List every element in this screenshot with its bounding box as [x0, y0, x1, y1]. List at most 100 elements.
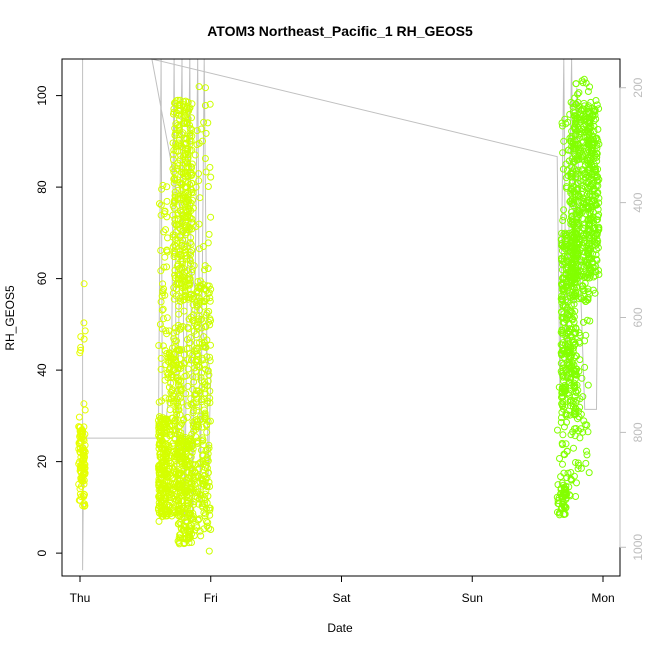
data-point [193, 416, 200, 424]
data-point [171, 220, 179, 228]
data-point [567, 241, 575, 249]
data-point [186, 339, 194, 347]
data-point [560, 206, 568, 214]
data-point [594, 237, 602, 245]
data-point [80, 452, 88, 460]
data-point [199, 452, 207, 460]
data-point [204, 469, 212, 477]
data-point [560, 213, 568, 221]
data-point [186, 104, 194, 112]
data-point [159, 416, 166, 424]
data-point [183, 119, 191, 126]
data-point [156, 434, 164, 441]
data-point [201, 378, 208, 386]
data-point [170, 175, 178, 183]
data-point [594, 177, 602, 185]
data-point [194, 278, 202, 285]
data-point [572, 493, 580, 500]
data-point [196, 297, 204, 305]
data-point [174, 96, 182, 104]
data-point [201, 414, 209, 422]
data-point [591, 272, 599, 280]
data-point [174, 195, 182, 203]
data-point [197, 377, 205, 385]
data-point [204, 492, 212, 500]
data-point [160, 228, 168, 236]
data-point [569, 140, 577, 148]
data-point [160, 263, 168, 271]
data-point [188, 449, 196, 456]
data-point [558, 266, 566, 274]
data-point [176, 156, 184, 164]
data-point [80, 400, 88, 408]
data-point [561, 510, 569, 518]
data-point [185, 315, 193, 323]
x-tick-label: Thu [70, 591, 91, 605]
data-point [204, 290, 212, 298]
data-point [575, 427, 582, 435]
data-point [206, 394, 214, 402]
data-point [197, 491, 204, 499]
data-point [159, 315, 167, 323]
data-point [575, 338, 583, 346]
data-point [170, 105, 178, 113]
data-point [587, 147, 595, 155]
data-point [193, 287, 201, 295]
x-axis: Thu Fri Sat Sun Mon [70, 575, 615, 605]
data-point [559, 122, 566, 130]
data-point [579, 215, 586, 222]
data-point [586, 317, 594, 325]
data-point [574, 386, 582, 394]
data-point [156, 200, 163, 208]
data-point [79, 473, 87, 481]
data-point [590, 224, 598, 232]
data-point [181, 170, 189, 178]
data-point [172, 143, 180, 151]
data-point [182, 482, 189, 490]
data-point [183, 171, 191, 179]
data-point [562, 231, 570, 238]
data-point [170, 179, 178, 187]
data-point [165, 395, 173, 403]
data-point [565, 483, 573, 491]
data-point [202, 510, 209, 518]
data-point [185, 522, 193, 530]
data-point [186, 257, 194, 265]
data-point [577, 106, 585, 114]
data-point [594, 173, 601, 181]
chart-title: ATOM3 Northeast_Pacific_1 RH_GEOS5 [207, 23, 473, 39]
data-point [577, 293, 585, 301]
data-point [164, 482, 172, 490]
data-point [80, 319, 88, 327]
data-point [175, 443, 183, 451]
data-point [164, 374, 172, 382]
data-point [586, 119, 594, 127]
data-point [582, 459, 590, 467]
data-point [188, 146, 196, 154]
data-point [559, 149, 567, 157]
data-point [75, 439, 83, 447]
data-point [574, 190, 582, 198]
data-point [193, 127, 201, 135]
data-point [188, 114, 195, 122]
data-point [174, 147, 182, 155]
data-point [580, 239, 588, 247]
data-point [192, 331, 200, 339]
data-point [589, 112, 597, 120]
data-point [77, 344, 85, 351]
data-point [585, 148, 593, 156]
data-point [567, 396, 575, 404]
data-point [189, 204, 197, 212]
data-point [163, 263, 171, 271]
data-point [189, 460, 196, 468]
data-point [192, 433, 200, 441]
data-point [573, 127, 581, 135]
data-point [198, 502, 206, 510]
data-point [562, 365, 569, 373]
data-point [191, 481, 199, 488]
data-point [563, 418, 570, 426]
data-point [561, 301, 569, 309]
data-point [203, 464, 211, 472]
data-point [578, 374, 586, 382]
